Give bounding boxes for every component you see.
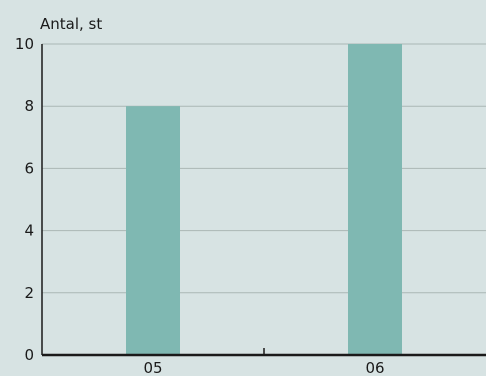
bar-06 [348, 44, 402, 355]
y-tick-labels: 0 2 4 6 8 10 [15, 35, 34, 364]
y-tick-label-0: 0 [24, 346, 34, 364]
gridlines [42, 43, 486, 294]
y-tick-label-10: 10 [15, 35, 34, 53]
y-tick-label-6: 6 [24, 159, 34, 177]
x-tick-label-06: 06 [365, 359, 384, 376]
bars [126, 44, 402, 355]
x-tick-labels: 05 06 [143, 359, 384, 376]
x-tick-label-05: 05 [143, 359, 162, 376]
axes [41, 44, 486, 357]
y-tick-label-4: 4 [24, 222, 34, 240]
y-tick-label-8: 8 [24, 97, 34, 115]
bar-05 [126, 106, 180, 355]
y-tick-label-2: 2 [24, 284, 34, 302]
y-axis-label: Antal, st [40, 15, 102, 33]
